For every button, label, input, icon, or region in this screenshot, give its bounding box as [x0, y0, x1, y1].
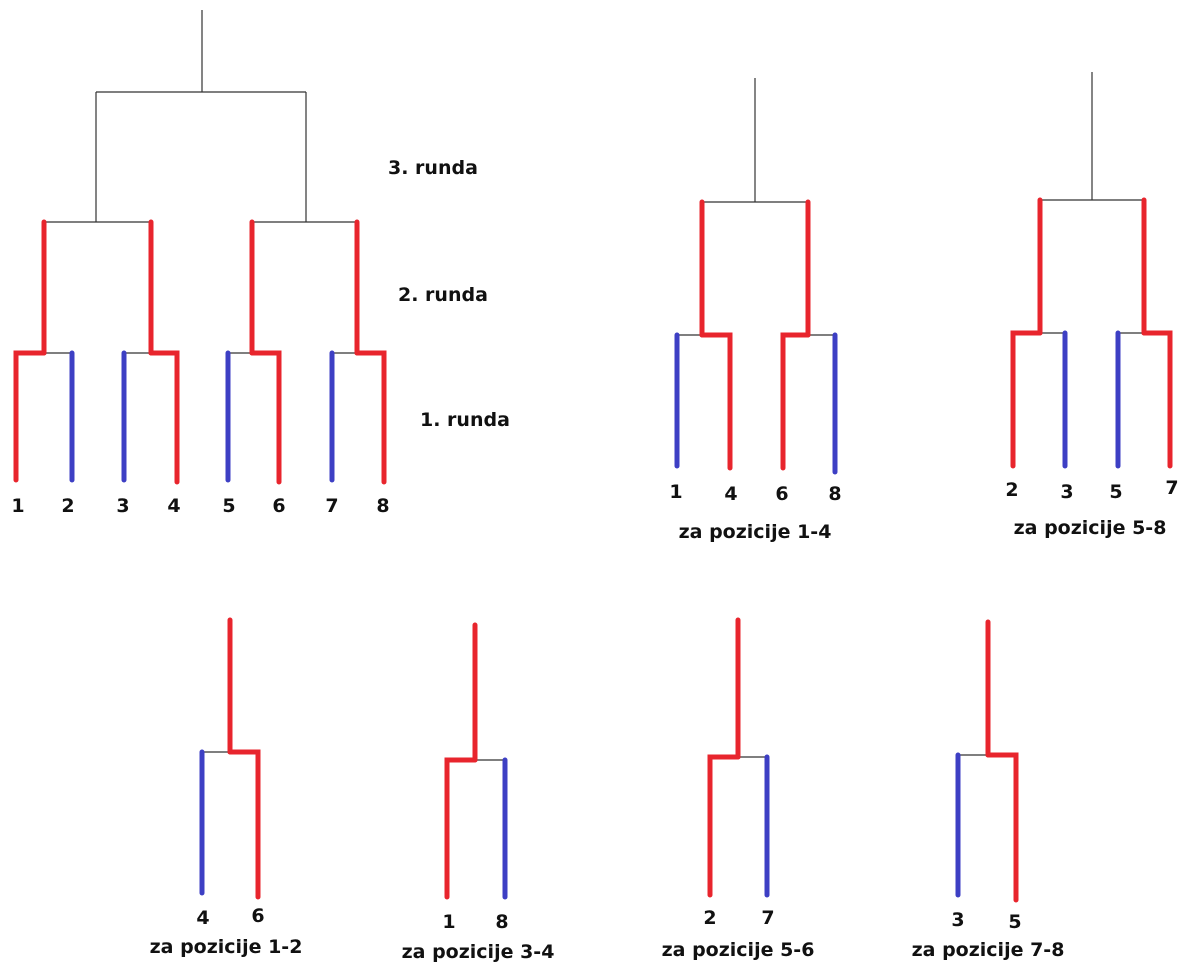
player-6-path	[780, 332, 811, 471]
round-label-3: 3. runda	[388, 157, 478, 179]
seed-4-path	[148, 350, 180, 485]
seed-8-path	[354, 350, 387, 485]
player-label: 8	[828, 483, 841, 505]
player-label: 5	[1008, 911, 1021, 933]
player-label: 4	[196, 907, 209, 929]
sub-bracket-title: za pozicije 5-8	[1014, 517, 1167, 539]
sub-bracket-3-4: 1 8 za pozicije 3-4	[402, 622, 555, 963]
seed-label: 4	[167, 495, 180, 517]
player-label: 3	[1060, 481, 1073, 503]
player-4-path	[699, 332, 733, 471]
sub-bracket-title: za pozicije 3-4	[402, 941, 555, 963]
sub-bracket-title: za pozicije 1-2	[150, 936, 303, 958]
seed-label: 5	[222, 495, 235, 517]
seed-label: 1	[11, 495, 24, 517]
seed-label: 2	[61, 495, 74, 517]
seed-label: 7	[325, 495, 338, 517]
player-1-path	[444, 757, 478, 900]
main-bracket: 1 2 3 4 5 6 7 8	[11, 10, 390, 517]
sub-bracket-7-8: 3 5 za pozicije 7-8	[912, 619, 1065, 961]
player-label: 3	[951, 909, 964, 931]
round-label-1: 1. runda	[420, 409, 510, 431]
sub-bracket-title: za pozicije 5-6	[662, 939, 815, 961]
seed-1-path	[13, 350, 47, 483]
player-label: 1	[669, 481, 682, 503]
sub-bracket-title: za pozicije 1-4	[679, 521, 832, 543]
player-label: 7	[1165, 477, 1178, 499]
player-label: 8	[495, 911, 508, 933]
seed-label: 8	[376, 495, 389, 517]
player-label: 6	[775, 483, 788, 505]
player-label: 5	[1109, 481, 1122, 503]
round-label-2: 2. runda	[398, 284, 488, 306]
sub-bracket-title: za pozicije 7-8	[912, 939, 1065, 961]
sub-bracket-1-2: 4 6 za pozicije 1-2	[150, 617, 303, 958]
player-7-path	[1141, 330, 1173, 469]
seed-label: 3	[116, 495, 129, 517]
player-2-path	[1010, 330, 1043, 469]
player-label: 2	[1005, 479, 1018, 501]
player-label: 1	[442, 911, 455, 933]
player-6-path	[227, 749, 261, 900]
sub-bracket-5-8: 2 3 5 7 za pozicije 5-8	[1005, 72, 1179, 539]
seed-6-path	[249, 350, 282, 485]
player-label: 7	[761, 907, 774, 929]
player-2-path	[707, 754, 741, 898]
sub-bracket-5-6: 2 7 za pozicije 5-6	[662, 617, 815, 961]
player-label: 4	[724, 483, 737, 505]
seed-label: 6	[272, 495, 285, 517]
sub-bracket-1-4: 1 4 6 8 za pozicije 1-4	[669, 78, 842, 543]
player-5-path	[985, 752, 1019, 903]
player-label: 2	[703, 907, 716, 929]
player-label: 6	[251, 905, 264, 927]
